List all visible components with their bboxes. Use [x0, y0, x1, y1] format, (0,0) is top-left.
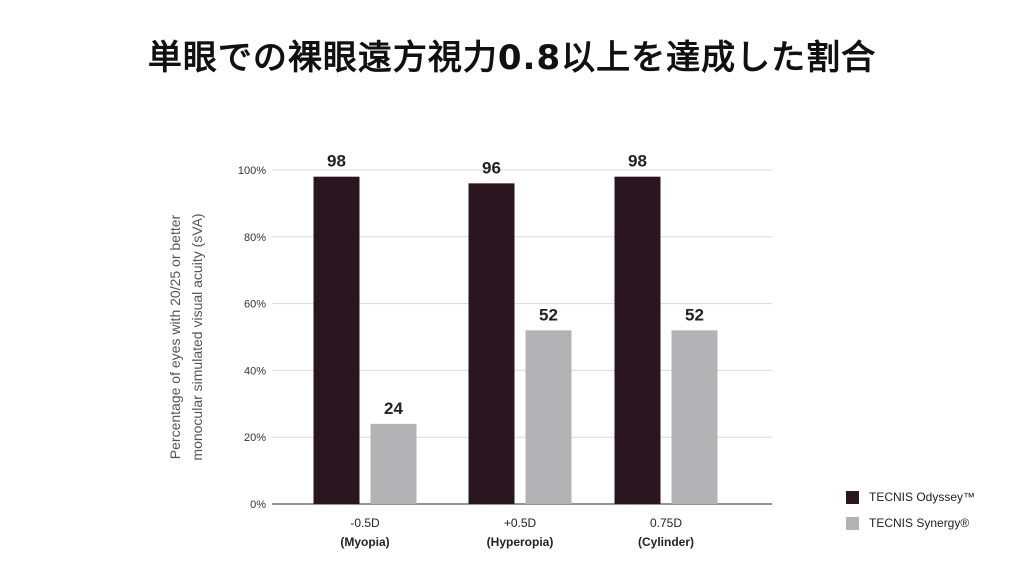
data-label: 52 [685, 305, 704, 324]
x-tick-sublabel: (Hyperopia) [487, 535, 554, 549]
bar-odyssey [614, 176, 661, 504]
y-tick-label: 40% [244, 365, 266, 377]
data-label: 52 [539, 305, 558, 324]
y-tick-label: 20% [244, 432, 266, 444]
data-label: 98 [327, 152, 346, 171]
bar-odyssey [468, 183, 515, 505]
x-tick-sublabel: (Cylinder) [638, 535, 694, 549]
bar-synergy [525, 330, 572, 504]
bar-synergy [370, 423, 417, 504]
y-axis-label: Percentage of eyes with 20/25 or better [167, 214, 183, 459]
data-label: 98 [628, 152, 647, 171]
chart-title: 単眼での裸眼遠方視力0.8以上を達成した割合 [147, 38, 877, 78]
bar-synergy [671, 330, 718, 504]
legend-swatch-synergy [846, 516, 859, 530]
legend-item-odyssey: TECNIS Odyssey™ [846, 484, 975, 510]
data-label: 96 [482, 158, 501, 177]
legend-label-synergy: TECNIS Synergy® [869, 516, 970, 530]
y-axis-label: monocular simulated visual acuity (sVA) [189, 213, 205, 460]
legend-swatch-odyssey [846, 490, 859, 504]
legend-item-synergy: TECNIS Synergy® [846, 510, 975, 536]
y-tick-label: 80% [244, 232, 266, 244]
x-tick-label: +0.5D [504, 516, 537, 530]
y-tick-label: 100% [238, 165, 266, 177]
y-tick-label: 0% [250, 499, 266, 511]
x-tick-label: -0.5D [350, 516, 380, 530]
legend: TECNIS Odyssey™ TECNIS Synergy® [846, 484, 975, 536]
data-label: 24 [384, 399, 403, 418]
bar-odyssey [313, 176, 360, 504]
x-tick-label: 0.75D [650, 516, 682, 530]
y-tick-label: 60% [244, 299, 266, 311]
legend-label-odyssey: TECNIS Odyssey™ [869, 490, 976, 504]
x-tick-sublabel: (Myopia) [340, 535, 389, 549]
